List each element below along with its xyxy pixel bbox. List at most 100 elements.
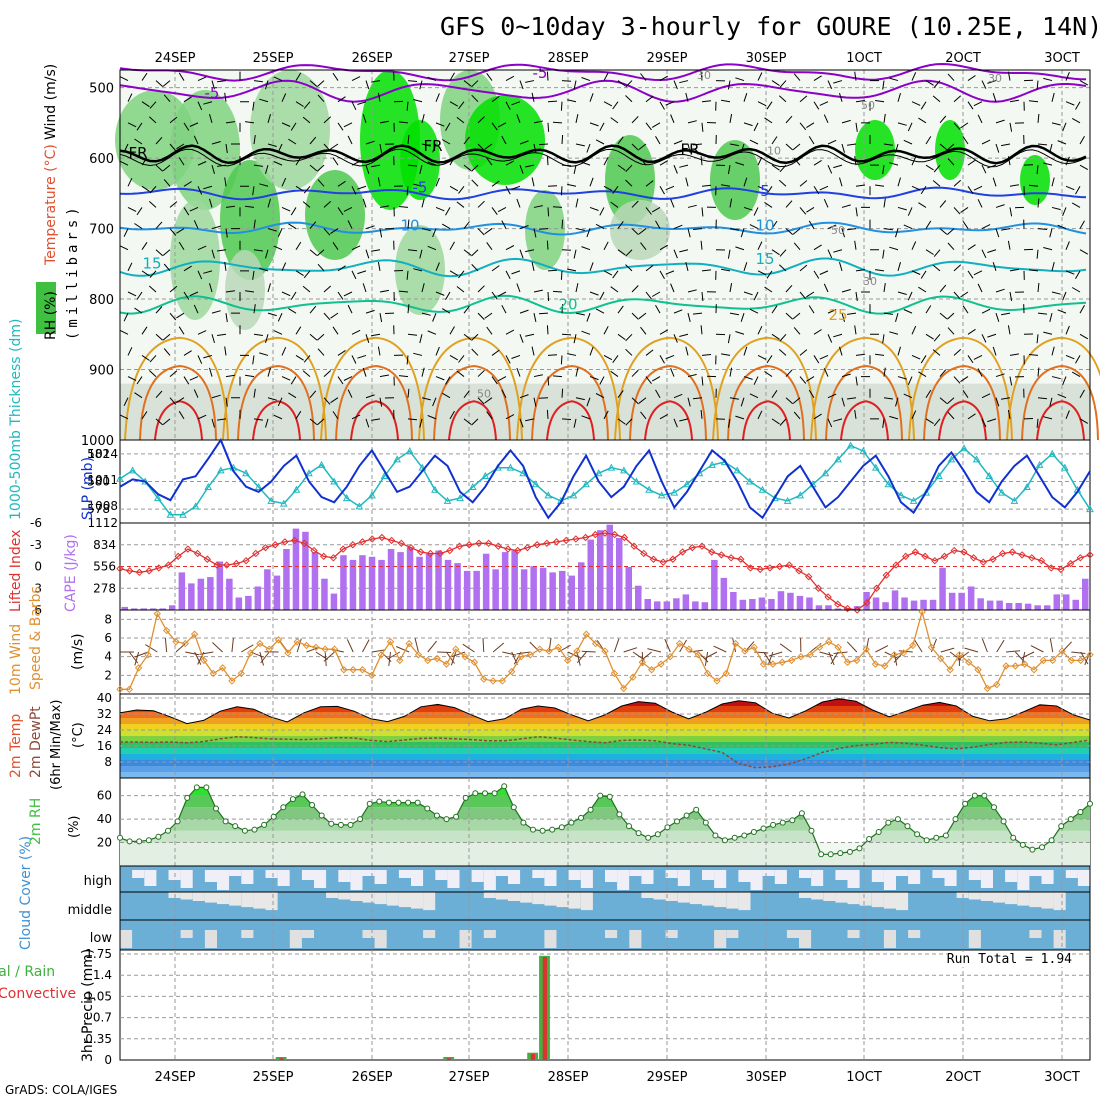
upper-wind-barb: [552, 206, 563, 208]
upper-wind-barb: [925, 418, 934, 425]
upper-wind-barb: [407, 164, 418, 167]
upper-wind-barb: [953, 264, 962, 272]
rh2m-point: [472, 790, 479, 797]
cloud-high-gap: [471, 870, 484, 882]
upper-wind-barb: [855, 353, 865, 356]
upper-wind-barb: [665, 185, 675, 191]
upper-wind-barb: [458, 185, 465, 194]
upper-wind-barb: [155, 333, 164, 341]
wind-speed-point: [377, 651, 385, 659]
wind-barb-10m: [767, 651, 774, 666]
upper-wind-barb: [316, 418, 325, 426]
upper-wind-barb: [421, 312, 431, 316]
cape-bar: [1015, 603, 1022, 610]
upper-wind-barb: [939, 115, 947, 124]
cape-bar: [853, 606, 861, 610]
upper-wind-barb: [764, 117, 773, 124]
upper-wind-barb: [491, 376, 498, 385]
upper-wind-barb: [505, 245, 515, 251]
rh2m-point: [251, 826, 258, 833]
upper-wind-barb: [463, 418, 472, 425]
upper-wind-barb: [245, 290, 255, 293]
upper-wind-barb: [727, 165, 731, 175]
upper-wind-barb: [343, 206, 353, 212]
rh2m-point: [1048, 837, 1055, 844]
upper-wind-barb: [406, 270, 409, 280]
cape-bar: [501, 552, 509, 610]
rh2m-point: [433, 812, 440, 819]
upper-wind-barb: [141, 157, 148, 166]
wind-barb-10m: [768, 651, 783, 657]
upper-wind-barb: [581, 161, 591, 166]
lifted-index-tick: -6: [30, 516, 42, 530]
cape-bar: [207, 577, 214, 610]
upper-wind-barb: [735, 415, 745, 420]
upper-wind-barb: [595, 393, 605, 399]
upper-wind-barb: [295, 241, 302, 250]
upper-wind-barb: [785, 115, 793, 124]
upper-wind-barb: [911, 410, 917, 420]
upper-wind-barb: [267, 143, 277, 147]
upper-wind-barb: [127, 376, 137, 381]
rh2m-point: [1029, 846, 1036, 853]
temp2m-axis-label-3: (6hr Min/Max): [49, 700, 64, 790]
upper-wind-barb: [651, 206, 661, 213]
upper-wind-barb: [925, 389, 932, 398]
upper-wind-barb: [645, 264, 654, 272]
thickness-point: [620, 466, 628, 474]
upper-wind-barb: [595, 223, 605, 230]
upper-wind-barb: [183, 96, 192, 103]
upper-wind-barb: [197, 355, 203, 364]
cloud-high-gap: [398, 870, 411, 878]
upper-wind-barb: [735, 331, 745, 335]
upper-wind-barb: [445, 122, 451, 131]
temperature-axis-label: Temperature (°C): [43, 144, 59, 266]
upper-wind-barb: [947, 73, 955, 81]
lifted-index-point: [804, 572, 813, 581]
cloud-high-gap: [847, 870, 860, 888]
upper-wind-barb: [827, 309, 837, 314]
upper-wind-barb: [687, 289, 697, 293]
isotherm-30: [139, 364, 217, 441]
upper-wind-barb: [586, 312, 591, 322]
wind-speed-point: [638, 658, 647, 666]
lifted-index-point: [329, 554, 338, 562]
upper-wind-barb: [897, 92, 901, 102]
upper-wind-barb: [309, 136, 317, 145]
upper-wind-barb: [749, 139, 759, 145]
rh-shade: [465, 95, 545, 185]
upper-wind-barb: [203, 185, 213, 190]
isotherm-25: [1006, 336, 1100, 441]
cloud-low-gap: [1029, 930, 1042, 938]
upper-wind-barb: [1037, 397, 1048, 400]
upper-wind-barb: [134, 223, 143, 229]
upper-wind-barb: [309, 249, 318, 256]
upper-wind-barb: [925, 305, 932, 314]
cloud-high-gap: [338, 870, 351, 882]
rh2m-point: [722, 837, 728, 844]
upper-wind-barb: [882, 418, 885, 428]
rh2m-point: [846, 848, 853, 855]
rh2m-point: [270, 813, 277, 820]
rh2m-point: [1039, 844, 1045, 851]
upper-wind-barb: [398, 375, 409, 378]
wind-speed-point: [265, 645, 273, 653]
upper-wind-barb: [743, 262, 748, 272]
upper-wind-barb: [176, 397, 185, 403]
cloud-high-gap: [544, 870, 557, 886]
lifted-index-point: [824, 593, 832, 601]
upper-wind-barb: [281, 93, 287, 102]
upper-wind-barb: [833, 333, 843, 338]
date-label-top: 2OCT: [945, 51, 981, 66]
upper-wind-barb: [953, 179, 962, 187]
upper-wind-barb: [427, 330, 437, 335]
upper-wind-barb: [225, 313, 228, 323]
cloud-high-gap: [435, 870, 448, 880]
isotherm-25: [712, 336, 817, 441]
wind-barb-10m: [324, 651, 327, 667]
lifted-index-point: [213, 561, 221, 569]
upper-wind-barb: [552, 375, 563, 378]
cloud-low-gap: [301, 930, 314, 938]
upper-wind-barb: [1075, 355, 1081, 364]
upper-wind-barb: [155, 249, 164, 257]
